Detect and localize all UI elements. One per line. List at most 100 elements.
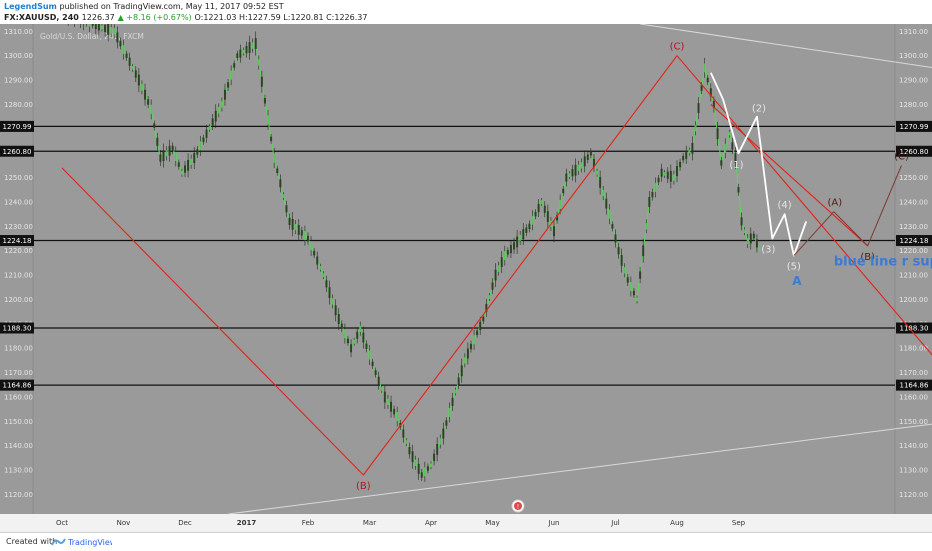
price-change: ▲ +8.16 (+0.67%) (118, 13, 192, 22)
level-price-right: 1164.86 (900, 382, 929, 390)
y-tick-label-right: 1200.00 (899, 296, 928, 304)
candle-body (261, 77, 263, 87)
candle-body (455, 390, 457, 394)
y-tick-label-left: 1300.00 (4, 52, 33, 60)
y-tick-label-right: 1240.00 (899, 198, 928, 206)
candle-body (292, 219, 294, 230)
x-tick-label: Apr (425, 519, 437, 527)
y-tick-label-left: 1310.00 (4, 28, 33, 36)
annotation-a: A (792, 274, 802, 288)
candle-body (553, 226, 555, 236)
candle-body (242, 50, 244, 54)
y-tick-label-right: 1180.00 (899, 345, 928, 353)
candle-body (562, 189, 564, 194)
publish-line: LegendSum published on TradingView.com, … (4, 2, 284, 11)
candle-body (319, 266, 321, 270)
candle-body (568, 173, 570, 177)
svg-text:!: ! (517, 504, 519, 511)
candle-body (605, 199, 607, 209)
candle-body (110, 27, 112, 33)
candle-body (756, 239, 758, 247)
candle-body (651, 192, 653, 197)
author-link[interactable]: LegendSum (4, 2, 57, 11)
tradingview-logo-icon[interactable]: TradingView (50, 535, 112, 549)
wave-label-dark: (A) (827, 198, 842, 209)
y-tick-label-right: 1140.00 (899, 442, 928, 450)
candle-body (230, 71, 232, 80)
candle-body (289, 218, 291, 225)
candle-body (642, 245, 644, 256)
candle-body (415, 460, 417, 466)
candle-body (608, 210, 610, 219)
candle-body (405, 440, 407, 444)
candle-body (618, 247, 620, 254)
candle-body (724, 144, 726, 153)
candle-body (141, 84, 143, 90)
candle-body (196, 149, 198, 154)
candle-body (707, 78, 709, 83)
last-price: 1226.37 (82, 13, 115, 22)
y-tick-label-left: 1290.00 (4, 77, 33, 85)
candle-body (172, 146, 174, 151)
candle-body (356, 332, 358, 339)
wave-label-white: (4) (778, 200, 792, 211)
candle-body (645, 223, 647, 229)
x-tick-label: May (485, 519, 499, 527)
candle-body (221, 101, 223, 107)
candle-body (218, 107, 220, 113)
candle-body (704, 63, 706, 72)
candle-body (175, 152, 177, 161)
candle-body (636, 298, 638, 302)
level-price-left: 1164.86 (3, 382, 32, 390)
candle-body (698, 103, 700, 113)
candle-body (153, 123, 155, 128)
candle-body (587, 155, 589, 160)
wave-label-white: (2) (752, 104, 766, 115)
candle-body (224, 90, 226, 100)
candle-body (541, 200, 543, 204)
candle-body (362, 333, 364, 343)
candle-body (513, 242, 515, 249)
candle-body (565, 174, 567, 182)
candle-body (236, 53, 238, 58)
candle-body (313, 251, 315, 256)
y-tick-label-left: 1280.00 (4, 101, 33, 109)
y-tick-label-right: 1300.00 (899, 52, 928, 60)
candle-body (338, 314, 340, 324)
candle-body (544, 206, 546, 213)
alert-icon[interactable]: ! (512, 500, 524, 512)
candle-body (658, 178, 660, 183)
annotation-note: blue line r super timing (834, 254, 932, 269)
y-tick-label-left: 1180.00 (4, 345, 33, 353)
candle-body (482, 317, 484, 322)
candle-body (285, 205, 287, 212)
level-price-right: 1188.30 (900, 324, 929, 332)
y-tick-label-right: 1120.00 (899, 491, 928, 499)
y-tick-label-right: 1160.00 (899, 393, 928, 401)
candle-body (123, 45, 125, 54)
candle-body (522, 229, 524, 239)
time-axis-background (0, 514, 932, 532)
candle-body (519, 235, 521, 241)
candle-body (720, 160, 722, 165)
candle-body (464, 357, 466, 363)
wave-label-white: (5) (787, 262, 801, 273)
y-tick-label-right: 1290.00 (899, 77, 928, 85)
wave-label-red: (C) (670, 42, 685, 53)
y-tick-label-left: 1220.00 (4, 247, 33, 255)
candle-body (347, 339, 349, 344)
candle-body (193, 153, 195, 163)
candle-body (427, 466, 429, 471)
candle-body (273, 154, 275, 163)
candle-body (744, 229, 746, 233)
symbol-line: FX:XAUUSD, 240 1226.37 ▲ +8.16 (+0.67%) … (4, 13, 367, 22)
candle-body (575, 165, 577, 176)
candle-body (276, 169, 278, 174)
candle-body (402, 430, 404, 438)
left-price-axis (0, 24, 33, 514)
candle-body (488, 295, 490, 299)
x-tick-label: Aug (670, 519, 684, 527)
candle-body (341, 324, 343, 329)
candle-body (89, 24, 91, 27)
